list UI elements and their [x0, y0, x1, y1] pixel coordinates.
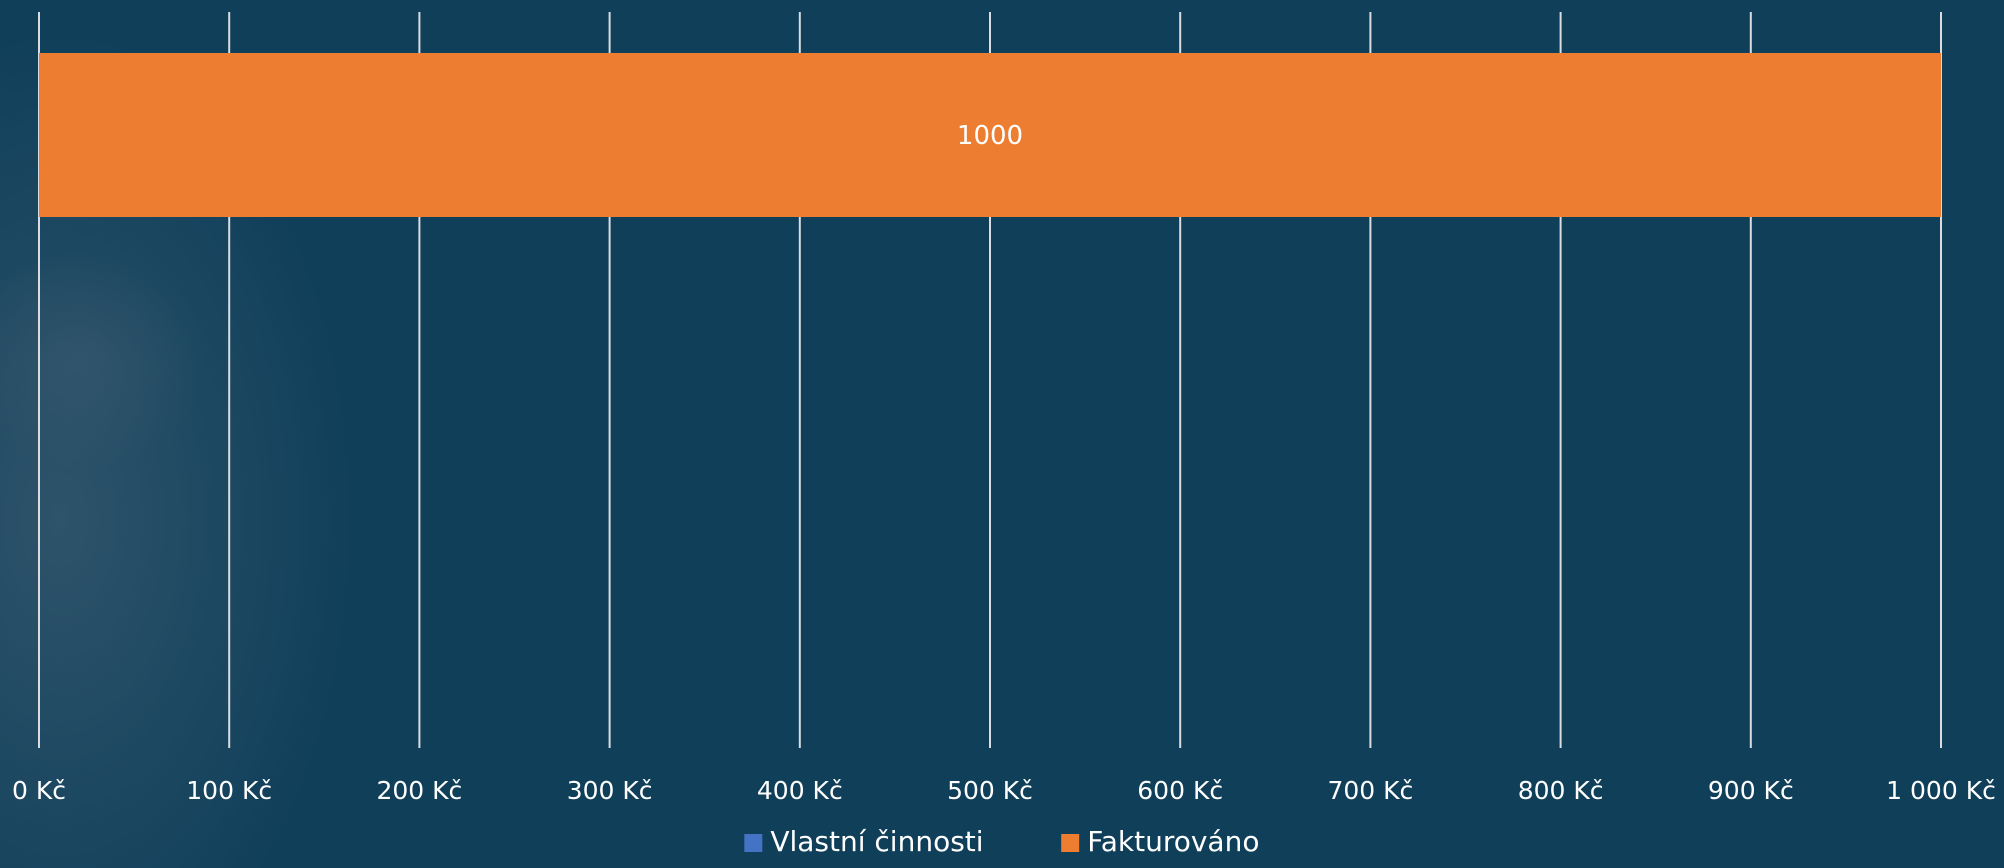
x-tick-label-10: 1 000 Kč	[1886, 776, 1996, 805]
legend: Vlastní činnosti Fakturováno	[744, 825, 1259, 858]
x-tick-label-5: 500 Kč	[947, 776, 1033, 805]
data-labels: 1000	[957, 121, 1023, 151]
x-tick-label-7: 700 Kč	[1327, 776, 1413, 805]
x-tick-label-0: 0 Kč	[12, 776, 66, 805]
legend-label-1: Fakturováno	[1087, 825, 1259, 858]
bars	[39, 53, 1941, 217]
data-label-1: 1000	[957, 121, 1023, 151]
x-tick-label-9: 900 Kč	[1708, 776, 1794, 805]
x-tick-label-6: 600 Kč	[1137, 776, 1223, 805]
legend-swatch-0	[744, 834, 763, 852]
x-tick-label-2: 200 Kč	[376, 776, 462, 805]
x-tick-label-3: 300 Kč	[567, 776, 653, 805]
x-tick-label-1: 100 Kč	[186, 776, 272, 805]
legend-label-0: Vlastní činnosti	[770, 825, 983, 858]
legend-swatch-1	[1061, 834, 1080, 852]
x-tick-label-4: 400 Kč	[757, 776, 843, 805]
bar-fakturováno	[39, 53, 1941, 217]
x-axis-ticks: 0 Kč 100 Kč 200 Kč 300 Kč 400 Kč 500 Kč 600 Kč…	[12, 776, 1996, 805]
x-tick-label-8: 800 Kč	[1518, 776, 1604, 805]
